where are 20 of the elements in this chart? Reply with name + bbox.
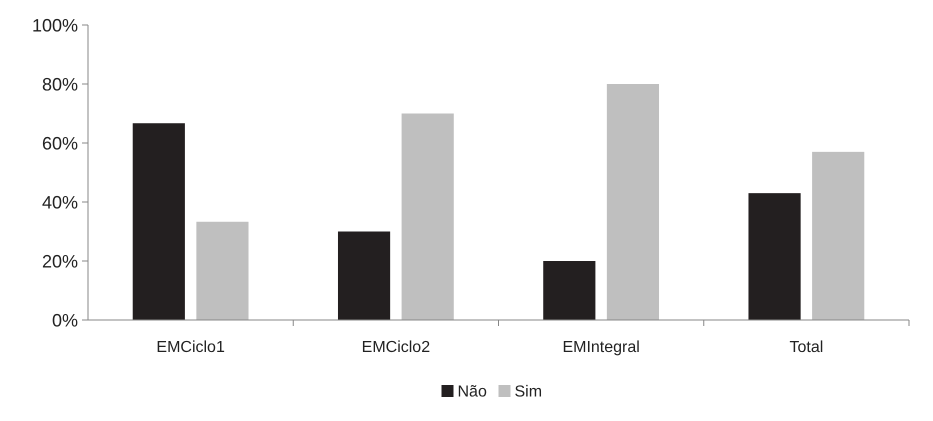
bar [606,84,660,320]
y-tick-label: 0% [52,310,78,330]
bar [196,222,249,320]
x-tick-label: Total [789,339,824,356]
y-tick-label: 20% [42,251,78,272]
x-tick-label: EMCiclo1 [156,339,225,356]
bar [338,232,390,320]
bar [812,152,864,320]
x-tick-label: EMCiclo2 [362,339,430,356]
legend-label: Sim [514,384,542,401]
y-tick-label: 80% [42,74,78,94]
y-tick-label: 100% [32,15,78,36]
bar [543,261,596,320]
y-tick-label: 60% [42,133,78,154]
bar [748,193,801,320]
bar [132,123,185,320]
y-tick-label: 40% [42,192,78,212]
legend-label: Não [458,384,487,401]
x-tick-label: EMIntegral [562,339,640,356]
bar [402,114,454,320]
